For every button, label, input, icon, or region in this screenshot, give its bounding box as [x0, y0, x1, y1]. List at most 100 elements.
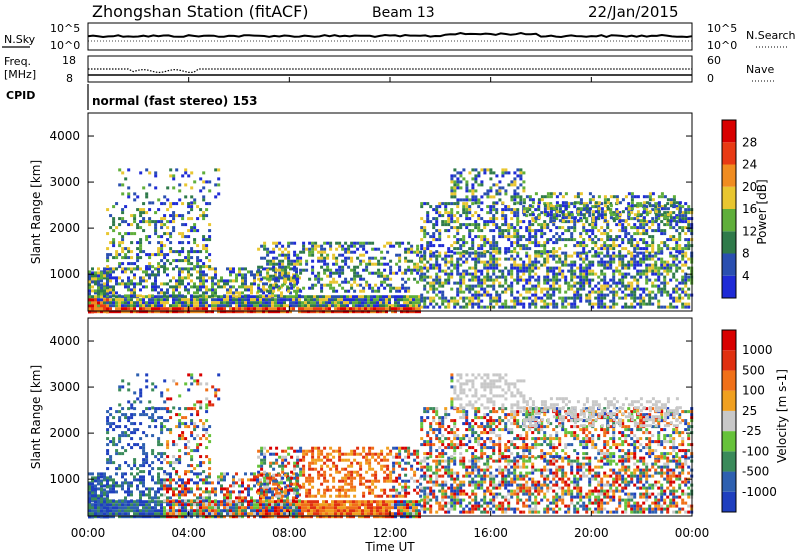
- data-cell: [190, 285, 193, 288]
- data-cell: [438, 202, 441, 205]
- data-cell: [438, 244, 441, 247]
- data-cell: [657, 300, 660, 303]
- data-cell: [501, 232, 504, 235]
- data-cell: [664, 195, 667, 198]
- data-cell: [220, 484, 223, 487]
- data-cell: [367, 307, 370, 310]
- data-cell: [441, 270, 444, 273]
- data-cell: [256, 512, 259, 515]
- data-cell: [211, 490, 214, 493]
- data-cell: [241, 291, 244, 294]
- data-cell: [579, 267, 582, 270]
- data-cell: [358, 295, 361, 298]
- data-cell: [154, 512, 157, 515]
- data-cell: [406, 500, 409, 503]
- data-cell: [666, 261, 669, 264]
- data-cell: [377, 287, 380, 290]
- data-cell: [202, 298, 205, 301]
- data-cell: [160, 301, 163, 304]
- data-cell: [564, 282, 567, 285]
- data-cell: [603, 279, 606, 282]
- data-cell: [621, 276, 624, 279]
- data-cell: [597, 282, 600, 285]
- data-cell: [420, 255, 423, 258]
- data-cell: [358, 500, 361, 503]
- data-cell: [420, 261, 423, 264]
- data-cell: [157, 241, 160, 244]
- data-cell: [373, 512, 376, 515]
- data-cell: [148, 235, 151, 238]
- data-cell: [142, 484, 145, 487]
- data-cell: [118, 307, 121, 310]
- data-cell: [220, 285, 223, 288]
- cpid-label: CPID: [6, 89, 35, 102]
- data-cell: [175, 493, 178, 496]
- data-cell: [292, 503, 295, 506]
- data-cell: [438, 282, 441, 285]
- data-cell: [480, 261, 483, 264]
- data-cell: [187, 256, 190, 259]
- data-cell: [160, 282, 163, 285]
- data-cell: [154, 276, 157, 279]
- data-cell: [477, 183, 480, 186]
- data-cell: [272, 269, 275, 272]
- data-cell: [456, 241, 459, 244]
- data-cell: [501, 229, 504, 232]
- data-cell: [426, 214, 429, 217]
- data-cell: [562, 219, 565, 222]
- data-cell: [615, 303, 618, 306]
- data-cell: [121, 171, 124, 174]
- data-cell: [687, 205, 690, 208]
- data-cell: [148, 301, 151, 304]
- data-cell: [604, 210, 607, 213]
- data-cell: [187, 270, 190, 273]
- data-cell: [328, 509, 331, 512]
- data-cell: [477, 229, 480, 232]
- data-cell: [642, 255, 645, 258]
- data-cell: [406, 512, 409, 515]
- data-cell: [208, 475, 211, 478]
- freq-tick-bottom: 8: [66, 72, 73, 85]
- data-cell: [477, 223, 480, 226]
- data-cell: [534, 273, 537, 276]
- data-cell: [296, 290, 299, 293]
- data-cell: [337, 503, 340, 506]
- data-cell: [636, 285, 639, 288]
- data-cell: [265, 301, 268, 304]
- data-cell: [648, 258, 651, 261]
- data-cell: [199, 493, 202, 496]
- data-cell: [477, 252, 480, 255]
- data-cell: [287, 272, 290, 275]
- data-cell: [314, 242, 317, 245]
- data-cell: [220, 512, 223, 515]
- data-cell: [561, 303, 564, 306]
- data-cell: [456, 270, 459, 273]
- data-cell: [612, 297, 615, 300]
- data-cell: [250, 285, 253, 288]
- data-cell: [407, 278, 410, 281]
- data-cell: [519, 177, 522, 180]
- data-cell: [516, 174, 519, 177]
- data-cell: [169, 232, 172, 235]
- data-cell: [127, 288, 130, 291]
- data-cell: [564, 244, 567, 247]
- data-cell: [115, 291, 118, 294]
- data-cell: [214, 512, 217, 515]
- data-cell: [480, 270, 483, 273]
- data-cell: [684, 291, 687, 294]
- data-cell: [543, 279, 546, 282]
- data-cell: [610, 195, 613, 198]
- data-cell: [621, 291, 624, 294]
- data-cell: [139, 208, 142, 211]
- data-cell: [269, 251, 272, 254]
- data-cell: [145, 195, 148, 198]
- data-cell: [202, 235, 205, 238]
- data-cell: [382, 295, 385, 298]
- data-cell: [157, 500, 160, 503]
- data-cell: [157, 475, 160, 478]
- data-cell: [565, 213, 568, 216]
- data-cell: [444, 229, 447, 232]
- data-cell: [193, 201, 196, 204]
- data-cell: [558, 214, 561, 217]
